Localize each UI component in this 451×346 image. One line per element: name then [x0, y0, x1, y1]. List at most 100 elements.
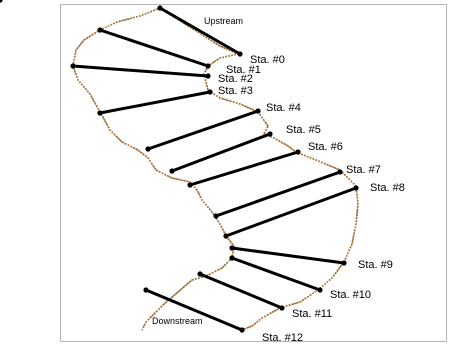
- bank-dot: [292, 149, 295, 151]
- bank-dot: [211, 211, 213, 213]
- bank-dot: [289, 304, 291, 306]
- bank-dot: [113, 22, 116, 25]
- bank-dot: [321, 285, 324, 287]
- bank-dot: [275, 138, 278, 141]
- left-bank-line: [72, 7, 235, 331]
- bank-dot: [213, 41, 216, 44]
- bank-dot: [198, 277, 200, 279]
- bank-dot: [88, 35, 91, 38]
- bank-dot: [87, 90, 89, 93]
- bank-dot: [356, 194, 358, 196]
- upstream-label: Upstream: [204, 16, 243, 26]
- bank-dot: [127, 144, 130, 147]
- bank-dot: [113, 133, 116, 136]
- cross-section-0: [99, 28, 209, 68]
- bank-dot: [211, 40, 213, 42]
- bank-dot: [219, 45, 221, 47]
- bank-dot: [321, 161, 323, 164]
- bank-dot: [172, 295, 175, 297]
- bank-dot: [158, 170, 161, 173]
- bank-dot: [349, 246, 352, 248]
- bank-dot: [222, 229, 224, 231]
- bank-dot: [331, 277, 333, 279]
- station-label-2: Sta. #2: [218, 73, 253, 85]
- bank-dot: [226, 262, 228, 264]
- bank-dot: [139, 15, 141, 17]
- bank-dot: [73, 55, 76, 58]
- bank-dot: [304, 297, 306, 300]
- bank-dot: [309, 156, 312, 159]
- section-endpoint-marker: [97, 27, 103, 33]
- bank-dot: [153, 166, 155, 168]
- bank-dot: [133, 147, 136, 150]
- bank-dot: [343, 173, 346, 176]
- section-endpoint-marker: [337, 169, 343, 175]
- cross-section-1: [72, 64, 209, 78]
- bank-dot: [210, 63, 212, 65]
- station-label-10: Sta. #10: [330, 289, 371, 301]
- bank-dot: [208, 273, 211, 276]
- section-endpoint-marker: [239, 327, 245, 333]
- bank-dot: [118, 138, 121, 141]
- bank-dot: [167, 175, 170, 178]
- bank-dot: [174, 177, 176, 180]
- bank-dot: [205, 203, 207, 206]
- bank-dot: [194, 278, 197, 280]
- station-labels: Sta. #0 Sta. #1 Sta. #2 Sta. #3 Sta. #4 …: [218, 54, 405, 344]
- bank-dot: [220, 226, 223, 228]
- bank-dot: [267, 125, 269, 127]
- bank-dot: [207, 206, 209, 209]
- bank-dot: [81, 41, 83, 44]
- bank-dot: [256, 321, 258, 323]
- bank-dot: [72, 61, 75, 64]
- section-endpoint-marker: [187, 182, 193, 188]
- bank-dot: [328, 279, 331, 281]
- bank-dot: [77, 46, 79, 49]
- bank-dot: [295, 302, 298, 304]
- bank-dot: [357, 203, 359, 205]
- bank-dot: [180, 179, 182, 181]
- bank-dot: [147, 157, 149, 159]
- bank-dot: [234, 53, 236, 56]
- cross-section-4: [171, 132, 271, 173]
- bank-dot: [324, 283, 326, 285]
- bank-dot: [74, 52, 77, 55]
- bank-dot: [222, 46, 224, 49]
- bank-dot: [132, 16, 135, 19]
- section-endpoint-marker: [70, 63, 76, 69]
- bank-dot: [265, 122, 267, 125]
- bank-dot: [253, 323, 256, 325]
- bank-dot: [97, 108, 100, 110]
- bank-dot: [160, 305, 163, 308]
- bank-dot: [355, 216, 358, 219]
- bank-dot: [93, 32, 96, 35]
- bank-dot: [232, 101, 235, 103]
- bank-dot: [217, 220, 219, 222]
- bank-dot: [164, 173, 167, 176]
- bank-dot: [158, 308, 160, 310]
- station-label-9: Sta. #9: [358, 259, 393, 271]
- station-label-7: Sta. #7: [346, 164, 381, 176]
- bank-dot: [208, 38, 211, 41]
- bank-dot: [270, 312, 272, 314]
- section-endpoint-marker: [223, 233, 229, 239]
- bank-dot: [339, 266, 341, 269]
- bank-dot: [74, 72, 77, 74]
- bank-dot: [318, 160, 320, 163]
- bank-dot: [259, 113, 261, 116]
- bank-dot: [79, 44, 81, 46]
- bank-dot: [122, 19, 125, 22]
- section-endpoint-marker: [205, 73, 211, 79]
- bank-dot: [186, 180, 188, 183]
- bank-dot: [324, 162, 326, 165]
- bank-dot: [221, 267, 223, 269]
- bank-dot: [110, 23, 113, 26]
- bank-dot: [102, 117, 105, 119]
- bank-dot: [199, 195, 202, 198]
- bank-dot: [276, 308, 278, 311]
- bank-dot: [216, 59, 218, 61]
- bank-dot: [85, 37, 88, 40]
- bank-dot: [261, 317, 263, 319]
- bank-dot: [351, 243, 353, 245]
